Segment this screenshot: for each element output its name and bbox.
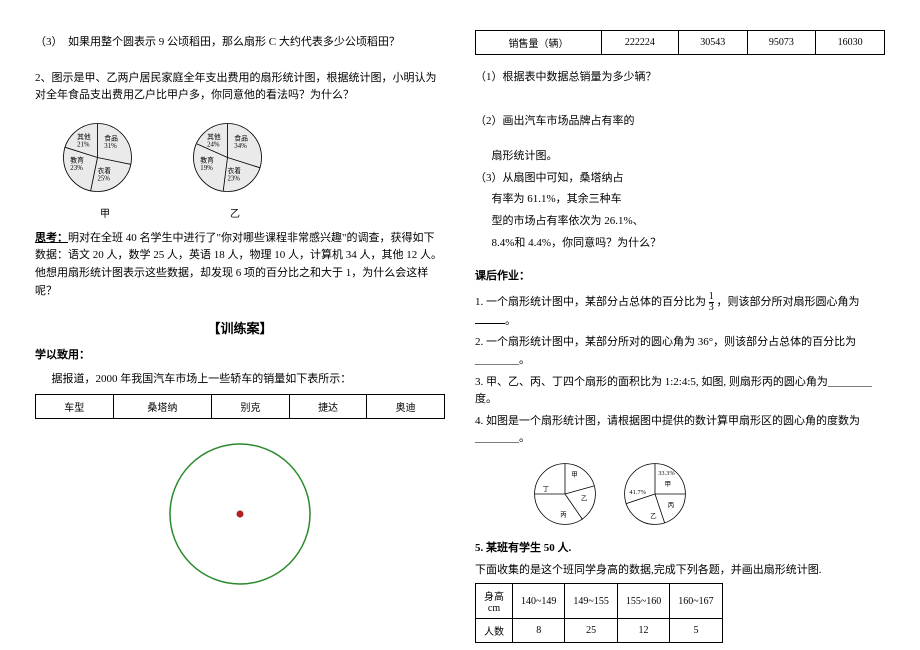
think-label: 思考： <box>35 232 68 244</box>
sales-v0: 222224 <box>601 31 678 55</box>
car-header-2: 别克 <box>212 395 290 419</box>
rq3d: 8.4%和 4.4%，你同意吗？为什么？ <box>475 235 885 253</box>
car-header-1: 桑塔纳 <box>113 395 212 419</box>
pie-chart-c: 甲 乙 丙 丁 <box>525 454 605 534</box>
car-header-0: 车型 <box>36 395 114 419</box>
svg-text:食品: 食品 <box>234 133 248 142</box>
rq3c: 型的市场占有率依次为 26.1%、 <box>475 213 885 231</box>
hw5a: 5. 某班有学生 50 人. <box>475 540 885 558</box>
svg-text:41.7%: 41.7% <box>629 489 646 496</box>
svg-text:23%: 23% <box>228 175 241 182</box>
svg-text:丙: 丙 <box>668 501 674 509</box>
pie-caption-yi: 乙 <box>185 205 285 220</box>
ht-v2: 12 <box>617 619 669 643</box>
green-circle <box>35 434 445 597</box>
svg-text:23%: 23% <box>70 165 83 172</box>
question-3: （3） 如果用整个圆表示 9 公顷稻田，那么扇形 C 大约代表多少公顷稻田？ <box>35 34 445 52</box>
svg-text:其他: 其他 <box>77 132 91 141</box>
pie-caption-jia: 甲 <box>55 205 155 220</box>
question-2: 2、图示是甲、乙两户居民家庭全年支出费用的扇形统计图，根据统计图，小明认为对全年… <box>35 70 445 105</box>
height-table: 身高 cm 140~149 149~155 155~160 160~167 人数… <box>475 583 723 643</box>
ht-c2: 155~160 <box>617 584 669 619</box>
svg-text:31%: 31% <box>104 143 117 150</box>
pie-chart-d: 33.3% 甲 丙 41.7% 乙 <box>615 454 695 534</box>
ht-c1: 149~155 <box>565 584 617 619</box>
hw1c: 。 <box>505 315 516 327</box>
sales-table: 销售量（辆） 222224 30543 95073 16030 <box>475 30 885 55</box>
ht-c0: 140~149 <box>513 584 565 619</box>
ht-v1: 25 <box>565 619 617 643</box>
pie-chart-yi: 其他24% 食品34% 教育19% 衣着23% <box>185 115 270 200</box>
sales-v3: 16030 <box>816 31 885 55</box>
sales-v2: 95073 <box>747 31 816 55</box>
ht-h2: 人数 <box>476 619 513 643</box>
svg-text:34%: 34% <box>234 143 247 150</box>
svg-text:丁: 丁 <box>543 485 549 493</box>
svg-text:甲: 甲 <box>665 480 671 488</box>
svg-text:乙: 乙 <box>650 512 656 520</box>
hw1a: 1. 一个扇形统计图中，某部分占总体的百分比为 <box>475 296 706 308</box>
sales-v1: 30543 <box>678 31 747 55</box>
svg-text:33.3%: 33.3% <box>658 470 675 477</box>
rq1: （1）根据表中数据总销量为多少辆？ <box>475 69 885 87</box>
ht-h1: 身高 cm <box>476 584 513 619</box>
fraction-icon: 13 <box>709 292 714 313</box>
rq3b: 有率为 61.1%，其余三种车 <box>475 191 885 209</box>
think-paragraph: 思考：明对在全班 40 名学生中进行了"你对哪些课程非常感兴趣"的调查，获得如下… <box>35 230 445 300</box>
svg-text:教育: 教育 <box>200 155 214 164</box>
car-header-3: 捷达 <box>289 395 367 419</box>
pie-chart-jia: 其他21% 食品31% 教育23% 衣着25% <box>55 115 140 200</box>
train-title: 【训练案】 <box>35 318 445 337</box>
homework-title: 课后作业： <box>475 268 885 286</box>
svg-text:教育: 教育 <box>70 155 84 164</box>
svg-text:衣着: 衣着 <box>228 166 242 175</box>
ht-v0: 8 <box>513 619 565 643</box>
car-type-table: 车型 桑塔纳 别克 捷达 奥迪 <box>35 394 445 419</box>
svg-text:食品: 食品 <box>104 133 118 142</box>
ht-c3: 160~167 <box>670 584 722 619</box>
hw5b: 下面收集的是这个班同学身高的数据,完成下列各题，并画出扇形统计图. <box>475 562 885 580</box>
svg-text:丙: 丙 <box>560 510 566 518</box>
homework-pies: 甲 乙 丙 丁 33.3% 甲 丙 41.7% 乙 <box>525 454 885 534</box>
car-header-4: 奥迪 <box>367 395 445 419</box>
hw2: 2. 一个扇形统计图中，某部分所对的圆心角为 36°，则该部分占总体的百分比为_… <box>475 334 885 369</box>
svg-text:25%: 25% <box>98 175 111 182</box>
rq3a: （3）从扇图中可知，桑塔纳占 <box>475 170 885 188</box>
ht-v3: 5 <box>670 619 722 643</box>
svg-text:衣着: 衣着 <box>98 166 112 175</box>
svg-text:24%: 24% <box>207 141 220 148</box>
svg-text:乙: 乙 <box>581 494 587 502</box>
hw3: 3. 甲、乙、丙、丁四个扇形的面积比为 1:2:4:5, 如图, 则扇形丙的圆心… <box>475 374 885 409</box>
sales-label: 销售量（辆） <box>476 31 602 55</box>
hw1b: ，则该部分所对扇形圆心角为 <box>717 296 860 308</box>
report-text: 据报道，2000 年我国汽车市场上一些轿车的销量如下表所示： <box>35 371 445 389</box>
svg-text:其他: 其他 <box>207 132 221 141</box>
hw4: 4. 如图是一个扇形统计图，请根据图中提供的数计算甲扇形区的圆心角的度数为___… <box>475 413 885 448</box>
svg-text:19%: 19% <box>200 165 213 172</box>
blank-1 <box>475 323 505 324</box>
rq2: （2）画出汽车市场品牌占有率的 <box>475 113 885 131</box>
pie-charts-row: 其他21% 食品31% 教育23% 衣着25% 甲 其他24% 食品34% 教育… <box>55 115 445 220</box>
hw1: 1. 一个扇形统计图中，某部分占总体的百分比为 13 ，则该部分所对扇形圆心角为… <box>475 292 885 331</box>
apply-title: 学以致用： <box>35 347 445 365</box>
svg-text:甲: 甲 <box>571 470 577 478</box>
think-text: 明对在全班 40 名学生中进行了"你对哪些课程非常感兴趣"的调查，获得如下数据：… <box>35 232 442 297</box>
svg-text:21%: 21% <box>77 141 90 148</box>
rq2b: 扇形统计图。 <box>475 148 885 166</box>
